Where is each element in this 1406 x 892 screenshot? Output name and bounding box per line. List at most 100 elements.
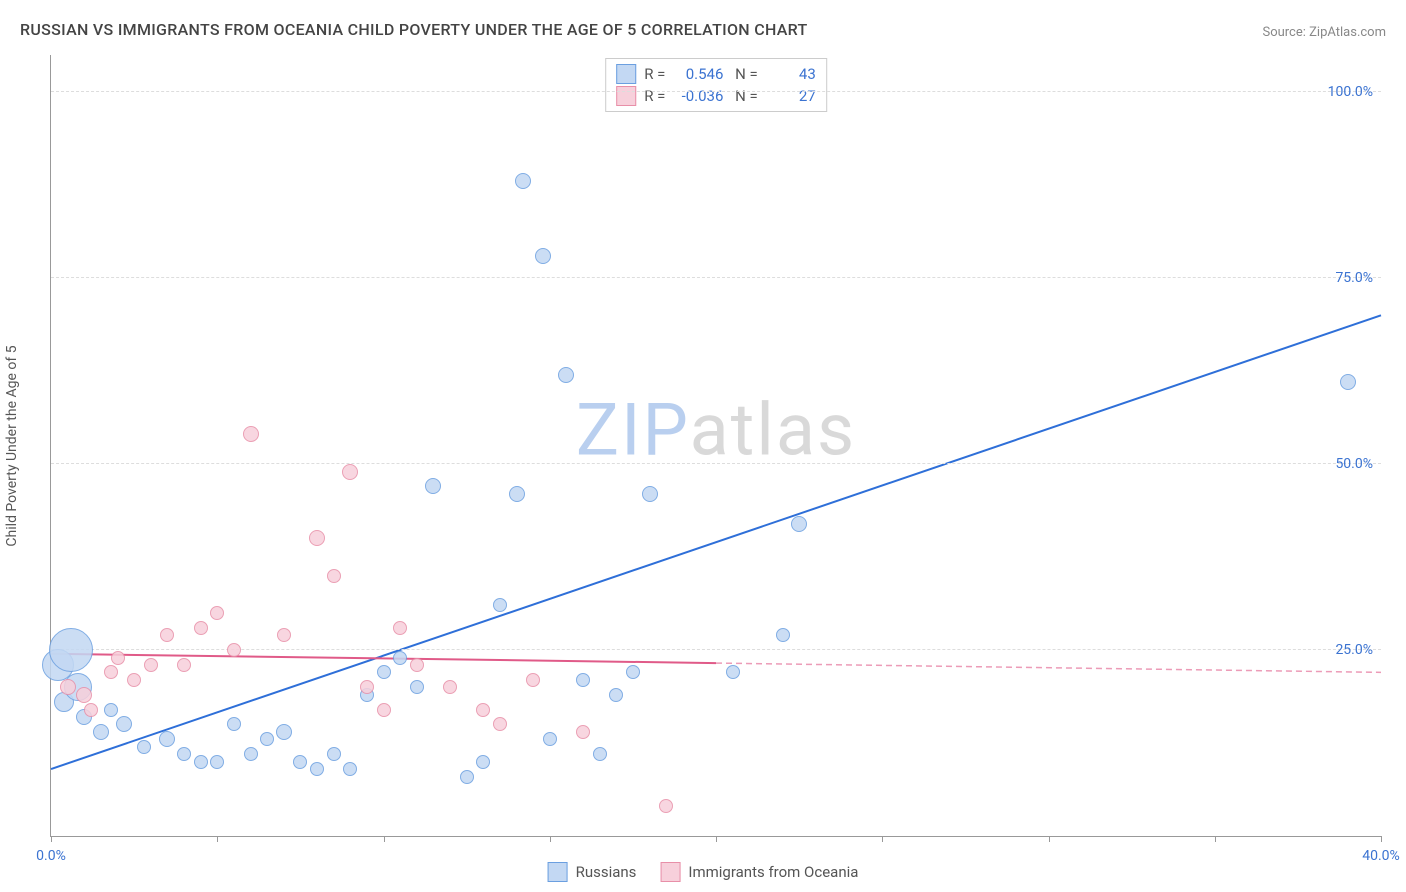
x-tick: [882, 836, 883, 842]
data-point: [343, 762, 357, 776]
data-point: [377, 665, 391, 679]
data-point: [509, 486, 525, 502]
gridline: [51, 463, 1381, 464]
data-point: [93, 724, 109, 740]
gridline: [51, 277, 1381, 278]
data-point: [277, 628, 291, 642]
x-tick: [1049, 836, 1050, 842]
data-point: [111, 651, 125, 665]
swatch-oceania: [660, 862, 680, 882]
y-axis-label: Child Poverty Under the Age of 5: [4, 345, 20, 546]
data-point: [425, 478, 441, 494]
data-point: [526, 673, 540, 687]
legend-item-russians: Russians: [548, 862, 637, 882]
data-point: [576, 673, 590, 687]
n-label: N =: [731, 87, 757, 105]
swatch-russians: [548, 862, 568, 882]
gridline: [51, 91, 1381, 92]
n-label: N =: [731, 65, 757, 83]
data-point: [460, 770, 474, 784]
data-point: [310, 762, 324, 776]
data-point: [327, 569, 341, 583]
data-point: [244, 747, 258, 761]
chart-container: RUSSIAN VS IMMIGRANTS FROM OCEANIA CHILD…: [0, 0, 1406, 892]
data-point: [443, 680, 457, 694]
data-point: [227, 643, 241, 657]
chart-title: RUSSIAN VS IMMIGRANTS FROM OCEANIA CHILD…: [20, 20, 808, 39]
data-point: [791, 516, 807, 532]
data-point: [60, 679, 76, 695]
stats-row-oceania: R = -0.036 N = 27: [616, 85, 816, 107]
r-value-oceania: -0.036: [673, 87, 723, 105]
x-tick: [1381, 836, 1382, 842]
data-point: [377, 703, 391, 717]
n-value-russians: 43: [766, 65, 816, 83]
data-point: [410, 680, 424, 694]
r-value-russians: 0.546: [673, 65, 723, 83]
data-point: [493, 598, 507, 612]
data-point: [360, 680, 374, 694]
data-point: [116, 716, 132, 732]
legend-label-oceania: Immigrants from Oceania: [688, 863, 858, 881]
x-tick: [51, 836, 52, 842]
r-label: R =: [644, 65, 665, 83]
stats-legend-box: R = 0.546 N = 43 R = -0.036 N = 27: [605, 58, 827, 112]
y-tick-label: 75.0%: [1335, 270, 1373, 286]
n-value-oceania: 27: [766, 87, 816, 105]
data-point: [515, 173, 531, 189]
data-point: [476, 703, 490, 717]
data-point: [535, 248, 551, 264]
source-label: Source: ZipAtlas.com: [1262, 25, 1386, 40]
stats-row-russians: R = 0.546 N = 43: [616, 63, 816, 85]
r-label: R =: [644, 87, 665, 105]
swatch-oceania: [616, 86, 636, 106]
data-point: [726, 665, 740, 679]
data-point: [104, 665, 118, 679]
data-point: [327, 747, 341, 761]
data-point: [194, 755, 208, 769]
data-point: [309, 530, 325, 546]
x-tick: [384, 836, 385, 842]
x-tick: [550, 836, 551, 842]
data-point: [593, 747, 607, 761]
data-point: [609, 688, 623, 702]
data-point: [260, 732, 274, 746]
trend-lines: [51, 55, 1381, 836]
data-point: [476, 755, 490, 769]
data-point: [177, 747, 191, 761]
data-point: [626, 665, 640, 679]
y-tick-label: 25.0%: [1335, 642, 1373, 658]
data-point: [137, 740, 151, 754]
data-point: [144, 658, 158, 672]
gridline: [51, 649, 1381, 650]
data-point: [243, 426, 259, 442]
data-point: [227, 717, 241, 731]
legend-label-russians: Russians: [576, 863, 637, 881]
data-point: [543, 732, 557, 746]
x-tick: [1215, 836, 1216, 842]
legend-item-oceania: Immigrants from Oceania: [660, 862, 858, 882]
data-point: [177, 658, 191, 672]
data-point: [210, 755, 224, 769]
data-point: [160, 628, 174, 642]
y-tick-label: 100.0%: [1328, 84, 1373, 100]
data-point: [776, 628, 790, 642]
data-point: [49, 628, 93, 672]
y-tick-label: 50.0%: [1335, 456, 1373, 472]
plot-area: ZIPatlas R = 0.546 N = 43 R = -0.036 N =…: [50, 55, 1381, 837]
data-point: [342, 464, 358, 480]
x-tick: [217, 836, 218, 842]
data-point: [642, 486, 658, 502]
data-point: [576, 725, 590, 739]
data-point: [659, 799, 673, 813]
data-point: [558, 367, 574, 383]
data-point: [393, 651, 407, 665]
data-point: [393, 621, 407, 635]
data-point: [127, 673, 141, 687]
data-point: [159, 731, 175, 747]
data-point: [84, 703, 98, 717]
x-tick: [716, 836, 717, 842]
bottom-legend: Russians Immigrants from Oceania: [548, 862, 859, 882]
data-point: [1340, 374, 1356, 390]
swatch-russians: [616, 64, 636, 84]
